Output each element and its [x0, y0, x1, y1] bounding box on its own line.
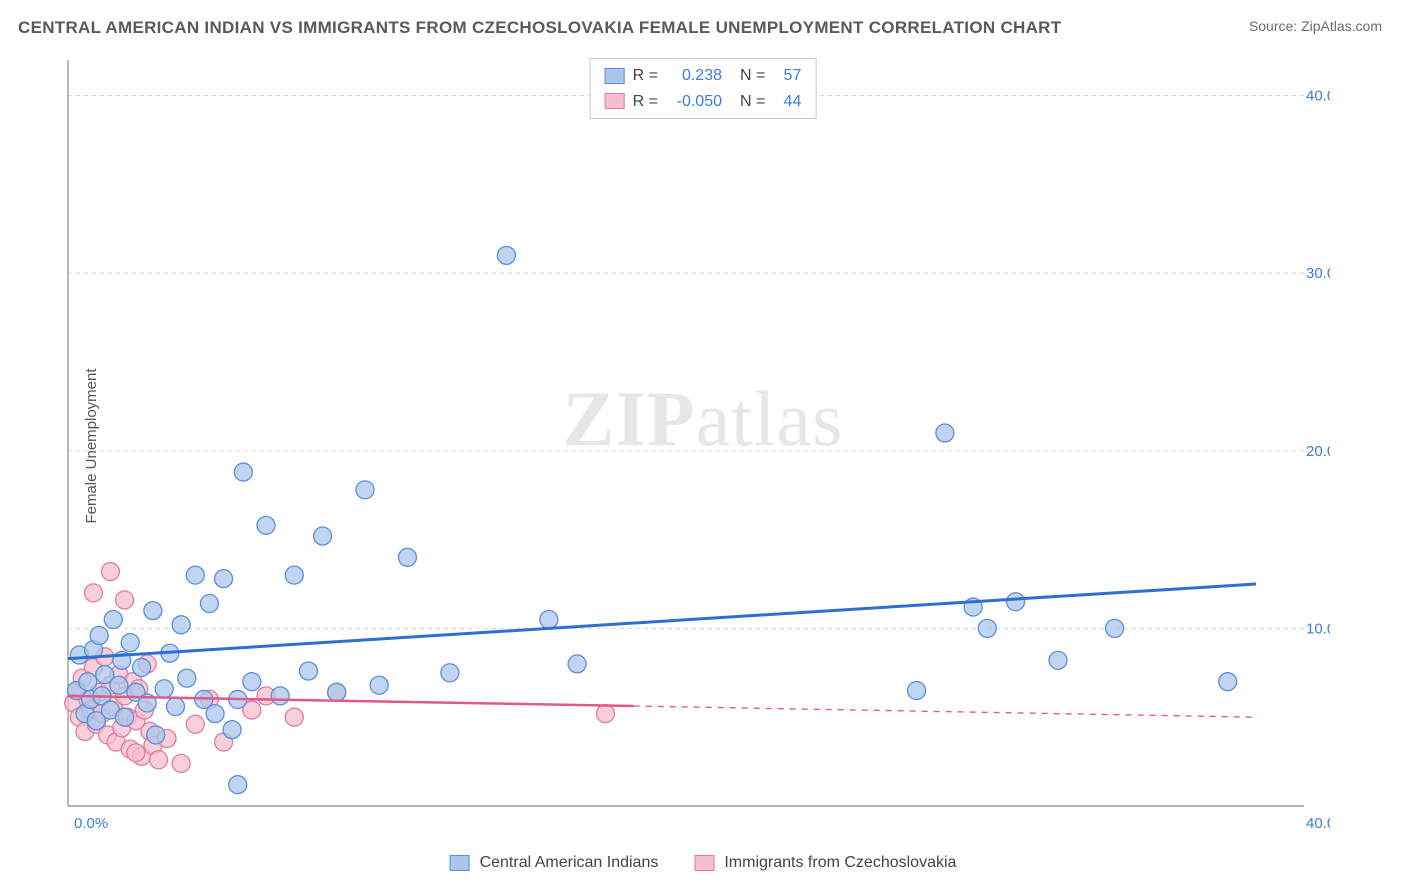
stat-r-value: -0.050 — [666, 89, 722, 115]
scatter-point — [84, 584, 102, 602]
scatter-point — [215, 570, 233, 588]
scatter-point — [229, 776, 247, 794]
svg-text:40.0%: 40.0% — [1306, 88, 1330, 105]
series-legend: Central American Indians Immigrants from … — [450, 854, 957, 872]
scatter-point — [1049, 651, 1067, 669]
scatter-point — [79, 673, 97, 691]
scatter-point — [172, 754, 190, 772]
stat-n-label: N = — [740, 63, 765, 89]
svg-text:20.0%: 20.0% — [1306, 443, 1330, 460]
chart-svg: 10.0% 20.0% 30.0% 40.0% 0.0% 40.0% — [50, 50, 1330, 830]
svg-text:40.0%: 40.0% — [1306, 815, 1330, 830]
scatter-point — [299, 662, 317, 680]
scatter-point — [147, 726, 165, 744]
stats-row: R = -0.050 N = 44 — [605, 89, 802, 115]
legend-swatch — [450, 855, 470, 871]
chart-title: CENTRAL AMERICAN INDIAN VS IMMIGRANTS FR… — [18, 18, 1061, 38]
stat-r-label: R = — [633, 89, 658, 115]
scatter-point — [178, 669, 196, 687]
legend-swatch — [605, 68, 625, 84]
scatter-point — [110, 676, 128, 694]
scatter-point — [234, 463, 252, 481]
scatter-point — [1219, 673, 1237, 691]
correlation-stats-box: R = 0.238 N = 57 R = -0.050 N = 44 — [590, 58, 817, 119]
stat-r-label: R = — [633, 63, 658, 89]
scatter-point — [441, 664, 459, 682]
scatter-point — [166, 698, 184, 716]
scatter-point — [206, 705, 224, 723]
stat-r-value: 0.238 — [666, 63, 722, 89]
scatter-point — [127, 744, 145, 762]
scatter-point — [568, 655, 586, 673]
legend-label: Immigrants from Czechoslovakia — [724, 854, 956, 872]
legend-swatch — [605, 93, 625, 109]
scatter-point — [104, 611, 122, 629]
scatter-point — [172, 616, 190, 634]
scatter-point — [596, 705, 614, 723]
stats-row: R = 0.238 N = 57 — [605, 63, 802, 89]
scatter-point — [144, 602, 162, 620]
legend-label: Central American Indians — [480, 854, 659, 872]
scatter-point — [936, 424, 954, 442]
scatter-point — [121, 634, 139, 652]
scatter-point — [257, 516, 275, 534]
scatter-point — [1106, 619, 1124, 637]
scatter-point — [285, 566, 303, 584]
scatter-point — [356, 481, 374, 499]
legend-swatch — [694, 855, 714, 871]
scatter-point — [285, 708, 303, 726]
stat-n-value: 57 — [773, 63, 801, 89]
legend-item: Immigrants from Czechoslovakia — [694, 854, 956, 872]
svg-text:10.0%: 10.0% — [1306, 620, 1330, 637]
stat-n-value: 44 — [773, 89, 801, 115]
scatter-point — [328, 683, 346, 701]
scatter-point — [540, 611, 558, 629]
scatter-point — [150, 751, 168, 769]
scatter-point — [1007, 593, 1025, 611]
trend-line — [68, 584, 1256, 659]
scatter-point — [101, 563, 119, 581]
stat-n-label: N = — [740, 89, 765, 115]
scatter-point — [90, 626, 108, 644]
scatter-chart: 10.0% 20.0% 30.0% 40.0% 0.0% 40.0% — [50, 50, 1330, 830]
scatter-point — [370, 676, 388, 694]
scatter-point — [186, 715, 204, 733]
scatter-point — [116, 708, 134, 726]
scatter-point — [200, 595, 218, 613]
scatter-point — [243, 673, 261, 691]
scatter-point — [497, 246, 515, 264]
scatter-point — [133, 658, 151, 676]
scatter-point — [116, 591, 134, 609]
scatter-point — [978, 619, 996, 637]
legend-item: Central American Indians — [450, 854, 659, 872]
chart-source: Source: ZipAtlas.com — [1249, 18, 1382, 34]
svg-text:0.0%: 0.0% — [74, 815, 108, 830]
scatter-point — [186, 566, 204, 584]
scatter-point — [908, 682, 926, 700]
scatter-point — [155, 680, 173, 698]
scatter-point — [314, 527, 332, 545]
svg-text:30.0%: 30.0% — [1306, 265, 1330, 282]
trend-line-extrapolated — [634, 706, 1256, 717]
scatter-point — [223, 721, 241, 739]
scatter-point — [398, 548, 416, 566]
scatter-point — [271, 687, 289, 705]
